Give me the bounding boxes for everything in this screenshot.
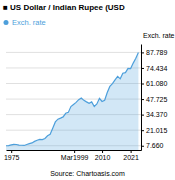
chart: 1975 Mar1999 2010 2021 7.660 21.015 34.370 47.7… [0, 0, 175, 180]
legend-marker [4, 20, 9, 25]
tick: Mar1999 [61, 150, 89, 161]
y-axis: 7.660 21.015 34.370 47.725 61.080 74.434 87.78… [141, 45, 168, 151]
axis-line [7, 150, 142, 151]
tick-label: 61.080 [146, 80, 168, 87]
x-axis: 1975 Mar1999 2010 2021 [4, 150, 142, 161]
tick-label: 74.434 [146, 65, 168, 72]
tick: 1975 [4, 150, 20, 161]
tick-mark [141, 146, 144, 147]
tick-label: 87.789 [146, 49, 168, 56]
tick: 47.725 [141, 96, 168, 103]
tick: 7.660 [141, 142, 164, 149]
tick-label: 1975 [4, 154, 20, 161]
tick-label: 2010 [95, 154, 111, 161]
plot: 1975 Mar1999 2010 2021 7.660 21.015 34.370 47.7… [4, 45, 168, 161]
legend-label: Exch. rate [12, 18, 46, 27]
area [6, 52, 138, 150]
axis-title: Exch. rate [143, 32, 175, 39]
tick-label: 7.660 [146, 142, 164, 149]
tick: 87.789 [141, 49, 168, 56]
tick: 61.080 [141, 80, 168, 87]
tick-label: 34.370 [146, 111, 168, 118]
data [6, 52, 138, 150]
tick: 21.015 [141, 127, 168, 134]
tick-mark [102, 150, 103, 153]
tick-label: 47.725 [146, 96, 168, 103]
tick: 2010 [95, 150, 111, 161]
tick: 34.370 [141, 111, 168, 118]
grid-line [6, 67, 141, 68]
grid-line [6, 52, 141, 53]
tick-mark [141, 99, 144, 100]
line [6, 52, 138, 145]
tick-mark [141, 52, 144, 53]
tick: 74.434 [141, 65, 168, 72]
axis-line [141, 45, 142, 151]
tick-mark [141, 68, 144, 69]
tick-mark [11, 150, 12, 153]
title: ■ US Dollar / Indian Rupee (USD [3, 3, 125, 12]
tick-mark [74, 150, 75, 153]
tick-mark [141, 130, 144, 131]
tick-mark [141, 115, 144, 116]
tick-label: Mar1999 [61, 154, 89, 161]
tick-mark [131, 150, 132, 153]
tick: 2021 [123, 150, 139, 161]
tick-mark [141, 84, 144, 85]
tick-label: 21.015 [146, 127, 168, 134]
legend: Exch. rate [4, 18, 46, 27]
source: Source: Chartoasis.com [50, 170, 125, 177]
tick-label: 2021 [123, 154, 139, 161]
